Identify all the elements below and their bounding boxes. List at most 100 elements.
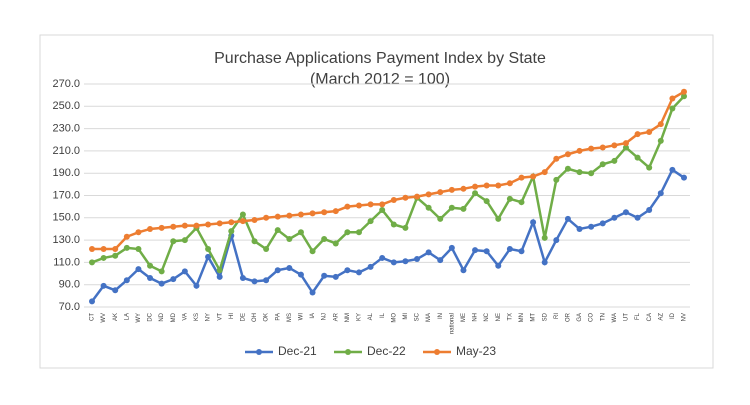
data-point (379, 254, 386, 261)
data-point (564, 165, 571, 172)
x-tick-label: ID (670, 312, 676, 319)
data-point (112, 252, 119, 259)
data-point (379, 201, 386, 208)
data-point (472, 183, 479, 190)
data-point (681, 93, 687, 100)
data-point (564, 215, 571, 222)
data-point (541, 259, 548, 266)
data-point (147, 225, 154, 232)
x-tick-label: KY (357, 313, 363, 321)
x-tick-label: NM (345, 313, 351, 322)
data-point (344, 229, 351, 236)
data-point (332, 273, 339, 280)
x-tick-label: IN (438, 313, 444, 319)
data-point (622, 209, 629, 216)
x-tick-label: WI (299, 313, 305, 321)
data-point (599, 161, 606, 168)
data-point (646, 206, 653, 213)
data-point (553, 155, 560, 162)
data-point (216, 267, 223, 274)
data-point (112, 287, 119, 294)
y-tick-label: 230.0 (52, 123, 80, 135)
x-tick-label: UT (624, 313, 630, 321)
legend-label: Dec-22 (367, 344, 406, 358)
y-tick-label: 170.0 (52, 189, 80, 201)
data-point (297, 229, 304, 236)
data-point (321, 235, 328, 242)
data-point (321, 209, 328, 216)
data-point (332, 240, 339, 247)
data-point (251, 278, 258, 285)
x-tick-label: AK (113, 313, 119, 321)
data-point (344, 203, 351, 210)
series-line (92, 90, 685, 251)
data-point (576, 147, 583, 154)
data-point (170, 223, 177, 230)
data-point (263, 277, 270, 284)
data-point (437, 215, 444, 222)
data-point (611, 214, 618, 221)
data-point (263, 214, 270, 221)
x-tick-label: MA (426, 313, 432, 322)
x-tick-label: CA (647, 313, 653, 321)
data-point (553, 237, 560, 244)
x-tick-label: AZ (658, 313, 664, 321)
data-point (495, 182, 502, 189)
x-tick-label: NH (473, 313, 479, 322)
x-tick-label: SC (415, 312, 421, 321)
data-point (414, 193, 421, 200)
data-point (425, 204, 432, 211)
x-tick-label: VA (182, 313, 188, 321)
x-tick-label: OK (264, 313, 270, 322)
data-point (181, 268, 188, 275)
y-tick-label: 270.0 (52, 78, 80, 90)
data-point (390, 196, 397, 203)
y-tick-label: 190.0 (52, 167, 80, 179)
data-point (274, 227, 281, 234)
series-line (91, 95, 685, 274)
x-tick-label: AR (333, 312, 339, 321)
x-tick-label: FL (635, 312, 641, 320)
legend-label: Dec-21 (278, 344, 317, 358)
legend-marker (256, 349, 262, 355)
data-point (657, 121, 664, 128)
data-point (599, 144, 606, 151)
data-point (460, 205, 467, 212)
data-point (216, 273, 223, 280)
x-tick-label: LA (124, 313, 130, 320)
data-point (251, 238, 258, 245)
x-tick-label: VT (217, 313, 223, 321)
data-point (611, 142, 618, 149)
data-point (193, 282, 200, 289)
data-point (646, 164, 653, 171)
x-tick-label: IA (310, 313, 316, 319)
x-tick-label: NJ (322, 313, 328, 320)
x-tick-label: MT (531, 313, 537, 322)
data-point (89, 298, 95, 305)
data-point (135, 266, 142, 273)
data-point (657, 137, 664, 144)
data-point (541, 234, 548, 241)
x-tick-label: CT (90, 313, 96, 321)
data-point (274, 213, 281, 220)
data-point (170, 238, 177, 245)
data-point (321, 272, 328, 279)
x-tick-label: IL (380, 312, 386, 318)
data-point (622, 140, 629, 147)
data-point (425, 249, 432, 256)
x-tick-label: TX (507, 313, 513, 321)
y-tick-label: 150.0 (52, 212, 80, 224)
data-point (158, 268, 165, 275)
data-point (332, 208, 339, 215)
data-point (367, 263, 374, 270)
data-point (634, 131, 641, 138)
y-tick-label: 250.0 (52, 100, 80, 112)
data-point (472, 190, 479, 197)
x-tick-label: ME (461, 313, 467, 322)
data-point (437, 257, 444, 264)
data-point (460, 185, 467, 192)
x-tick-label: SD (542, 312, 548, 321)
data-point (588, 145, 595, 152)
data-point (588, 170, 595, 177)
data-point (390, 221, 397, 228)
